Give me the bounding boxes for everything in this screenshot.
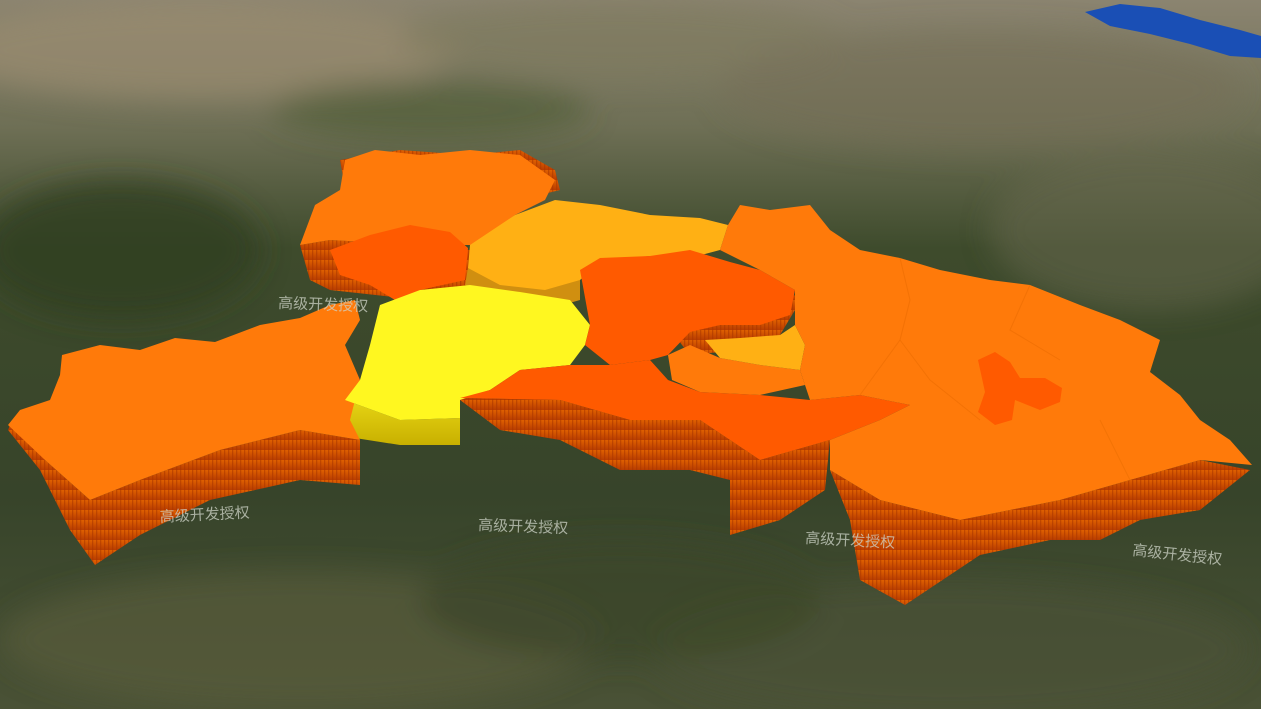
region-center-small-orange[interactable] <box>668 345 805 395</box>
region-center-small-amber[interactable] <box>705 325 805 370</box>
region-north-amber[interactable] <box>468 200 728 290</box>
region-south-central[interactable] <box>460 360 910 460</box>
watermark-text: 高级开发授权 <box>159 503 250 526</box>
region-wall-southeast <box>830 460 1250 605</box>
watermark-text: 高级开发授权 <box>805 529 896 552</box>
region-wall-south-central <box>460 398 830 535</box>
region-borders <box>859 257 1131 481</box>
watermark-text: 高级开发授权 <box>278 294 369 315</box>
region-southwest[interactable] <box>8 300 360 500</box>
water-body <box>1085 4 1261 58</box>
region-east-small[interactable] <box>978 352 1062 425</box>
region-wall-southwest <box>8 420 360 565</box>
region-northwest-inner[interactable] <box>330 225 468 300</box>
region-northwest[interactable] <box>300 150 555 245</box>
region-wall-yellow <box>340 400 460 445</box>
region-central[interactable] <box>580 250 795 365</box>
region-yellow-west[interactable] <box>345 285 590 420</box>
region-map <box>8 150 1252 605</box>
watermark-text: 高级开发授权 <box>478 516 569 537</box>
